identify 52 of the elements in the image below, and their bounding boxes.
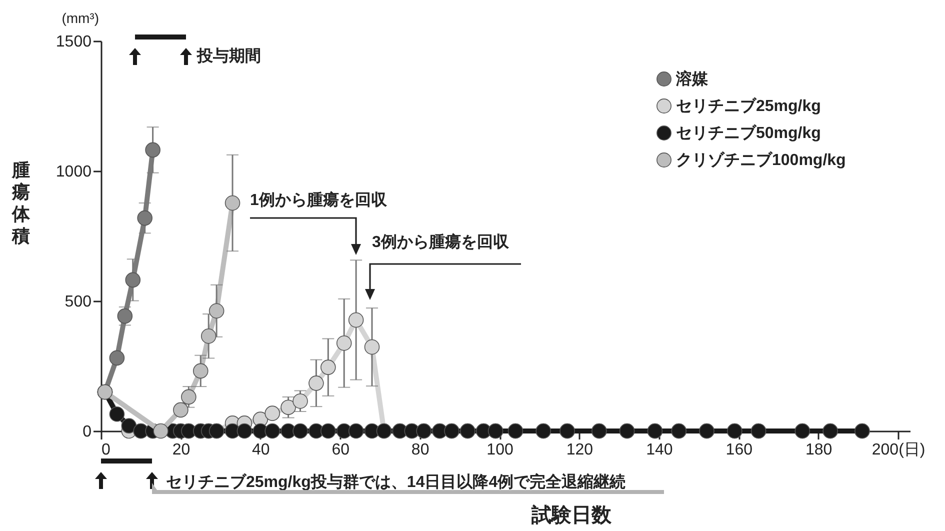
point <box>320 423 336 439</box>
annotation: 3例から腫瘍を回収 <box>372 233 510 251</box>
point <box>236 423 252 439</box>
x-tick-label: 180 <box>805 442 832 458</box>
y-axis-title: 腫瘍体積 <box>11 160 31 246</box>
y-tick-label: 1500 <box>56 34 92 50</box>
point <box>264 406 280 421</box>
point <box>109 350 125 366</box>
y-tick-label: 1000 <box>56 164 92 180</box>
x-tick-label: 0 <box>102 442 110 458</box>
point <box>292 393 308 409</box>
x-tick-label: 140 <box>646 442 673 458</box>
point <box>153 423 168 439</box>
text: (mm³) <box>62 10 99 26</box>
point <box>308 376 324 391</box>
y-tick-label: 500 <box>64 294 92 310</box>
point <box>181 389 196 405</box>
annotation: 1例から腫瘍を回収 <box>250 191 388 209</box>
point <box>109 406 125 422</box>
text: セリチニブ25mg/kg投与群では、14日目以降4例で完全退縮継続 <box>166 472 626 491</box>
legend-label: クリゾチニブ100mg/kg <box>676 151 846 169</box>
x-tick-label: 40 <box>252 442 270 458</box>
y-tick-label: 0 <box>82 424 92 440</box>
annotation: 投与期間 <box>196 47 261 65</box>
x-tick-label: 20 <box>172 442 190 458</box>
x-tick-label: 80 <box>411 442 430 458</box>
x-tick-label: 60 <box>332 442 350 458</box>
point <box>125 272 141 288</box>
point <box>280 400 296 415</box>
legend-label: セリチニブ25mg/kg <box>676 97 821 115</box>
x-tick-label: 200(日) <box>872 442 926 458</box>
point <box>173 402 188 418</box>
point <box>121 418 137 434</box>
point <box>348 312 364 328</box>
x-axis-title: 試験日数 <box>530 504 612 526</box>
point <box>364 339 380 355</box>
point <box>264 423 280 439</box>
point <box>336 335 352 351</box>
legend-label: セリチニブ50mg/kg <box>676 124 821 142</box>
x-tick-label: 120 <box>566 442 594 458</box>
point <box>224 195 240 211</box>
legend-label: 溶媒 <box>675 69 709 88</box>
x-tick-label: 100 <box>486 442 514 458</box>
point <box>348 423 364 439</box>
point <box>192 363 208 379</box>
point <box>208 303 224 319</box>
point <box>145 142 160 158</box>
point <box>320 360 336 375</box>
point <box>292 423 308 439</box>
point <box>200 328 216 344</box>
x-tick-label: 160 <box>726 442 753 458</box>
point <box>137 210 152 226</box>
